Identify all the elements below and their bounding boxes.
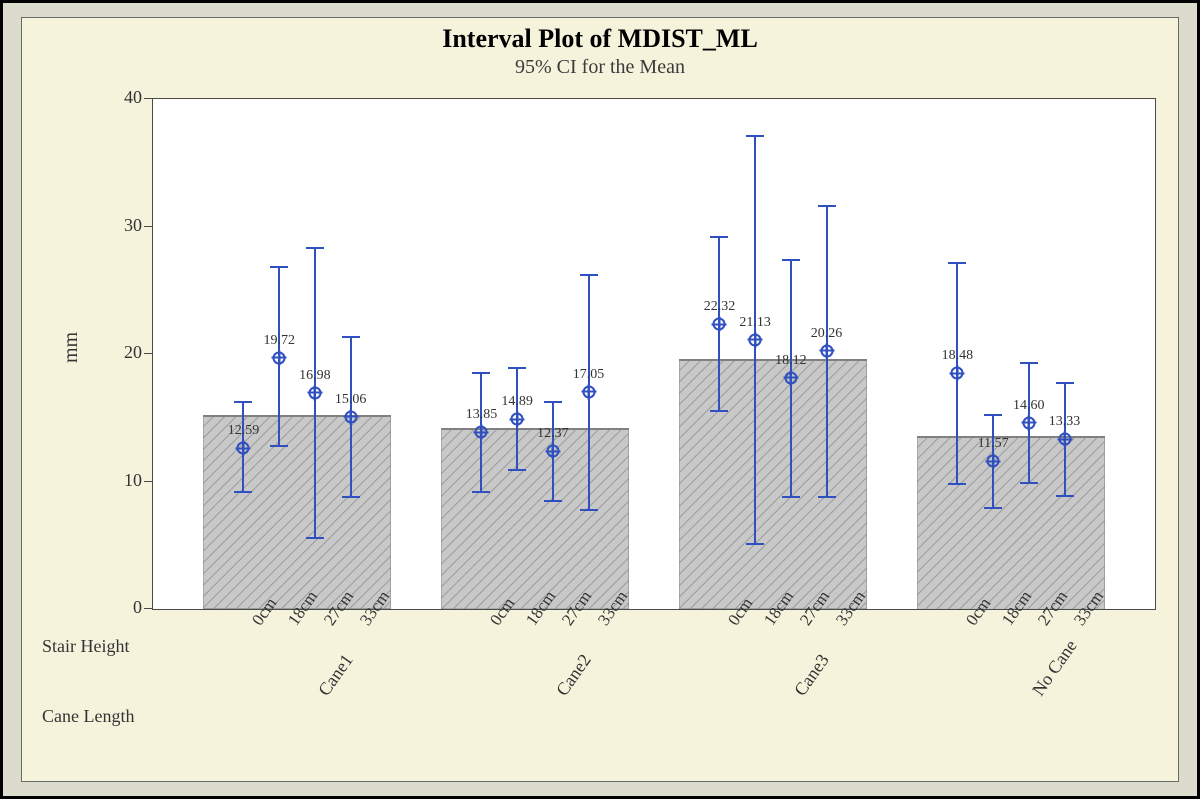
y-tick-label: 10 [102, 470, 142, 491]
mean-marker [237, 442, 250, 455]
y-tick-label: 30 [102, 215, 142, 236]
value-label: 12.59 [228, 423, 260, 439]
value-label: 19.72 [263, 333, 295, 349]
error-bar-cap [306, 247, 324, 249]
y-tick-label: 40 [102, 87, 142, 108]
group-mean-line [917, 436, 1105, 438]
error-bar-cap [948, 262, 966, 264]
error-bar-cap [508, 469, 526, 471]
mean-marker [1058, 433, 1071, 446]
x-axis-row2-label: Cane Length [42, 706, 134, 727]
value-label: 14.60 [1013, 398, 1045, 414]
error-bar-cap [508, 367, 526, 369]
error-bar-cap [1020, 362, 1038, 364]
mean-marker [749, 333, 762, 346]
error-bar-cap [984, 507, 1002, 509]
value-label: 13.85 [466, 407, 498, 423]
error-bar-cap [342, 336, 360, 338]
group-label: Cane1 [314, 650, 358, 700]
error-bar-cap [782, 496, 800, 498]
group-background-bar [917, 436, 1105, 609]
error-bar-cap [234, 401, 252, 403]
value-label: 11.57 [978, 436, 1009, 452]
value-label: 18.12 [775, 353, 807, 369]
value-label: 17.05 [573, 367, 605, 383]
mean-marker [820, 344, 833, 357]
chart-outer-frame: Interval Plot of MDIST_ML 95% CI for the… [0, 0, 1200, 799]
error-bar-cap [270, 266, 288, 268]
value-label: 22.32 [704, 299, 736, 315]
chart-subtitle: 95% CI for the Mean [22, 56, 1178, 79]
value-label: 12.37 [537, 426, 569, 442]
error-bar-cap [580, 274, 598, 276]
value-label: 21.13 [739, 315, 771, 331]
error-bar-cap [984, 414, 1002, 416]
group-label: Cane2 [552, 650, 596, 700]
mean-marker [987, 455, 1000, 468]
y-tick-mark [144, 481, 152, 482]
group-mean-line [203, 415, 391, 417]
group-label: No Cane [1028, 636, 1082, 700]
error-bar-cap [342, 496, 360, 498]
error-bar-cap [306, 537, 324, 539]
mean-marker [475, 426, 488, 439]
chart-panel: Interval Plot of MDIST_ML 95% CI for the… [21, 17, 1179, 782]
value-label: 18.48 [942, 348, 974, 364]
error-bar-cap [948, 483, 966, 485]
value-label: 20.26 [811, 326, 843, 342]
error-bar-cap [544, 401, 562, 403]
mean-marker [511, 413, 524, 426]
mean-marker [546, 445, 559, 458]
y-tick-mark [144, 608, 152, 609]
error-bar-cap [1056, 495, 1074, 497]
group-label: Cane3 [790, 650, 834, 700]
error-bar-cap [580, 509, 598, 511]
mean-marker [951, 367, 964, 380]
value-label: 16.98 [299, 368, 331, 384]
error-bar-cap [818, 205, 836, 207]
mean-marker [784, 371, 797, 384]
error-bar-cap [746, 135, 764, 137]
value-label: 15.06 [335, 392, 367, 408]
error-bar-cap [1056, 382, 1074, 384]
error-bar-cap [710, 410, 728, 412]
error-bar-cap [710, 236, 728, 238]
x-axis-row1-label: Stair Height [42, 636, 130, 657]
value-label: 13.33 [1049, 414, 1081, 430]
mean-marker [344, 410, 357, 423]
error-bar-cap [270, 445, 288, 447]
y-tick-mark [144, 98, 152, 99]
y-tick-mark [144, 353, 152, 354]
error-bar-cap [544, 500, 562, 502]
error-bar-cap [818, 496, 836, 498]
error-bar-cap [1020, 482, 1038, 484]
y-tick-mark [144, 226, 152, 227]
error-bar-cap [472, 491, 490, 493]
chart-title: Interval Plot of MDIST_ML [22, 24, 1178, 54]
mean-marker [582, 385, 595, 398]
y-tick-label: 20 [102, 342, 142, 363]
group-background-bar [441, 428, 629, 609]
mean-marker [308, 386, 321, 399]
error-bar-cap [782, 259, 800, 261]
y-axis-label: mm [60, 332, 83, 363]
group-mean-line [441, 428, 629, 430]
plot-area: 12.59 19.72 16.9815.06 13.8514.8912.37 17.05… [152, 98, 1156, 610]
error-bar-cap [746, 543, 764, 545]
group-background-bar [203, 415, 391, 609]
error-bar-cap [472, 372, 490, 374]
mean-marker [273, 351, 286, 364]
error-bar-cap [234, 491, 252, 493]
mean-marker [713, 318, 726, 331]
value-label: 14.89 [501, 394, 533, 410]
group-background-bar [679, 359, 867, 609]
mean-marker [1022, 416, 1035, 429]
group-mean-line [679, 359, 867, 361]
y-tick-label: 0 [102, 597, 142, 618]
